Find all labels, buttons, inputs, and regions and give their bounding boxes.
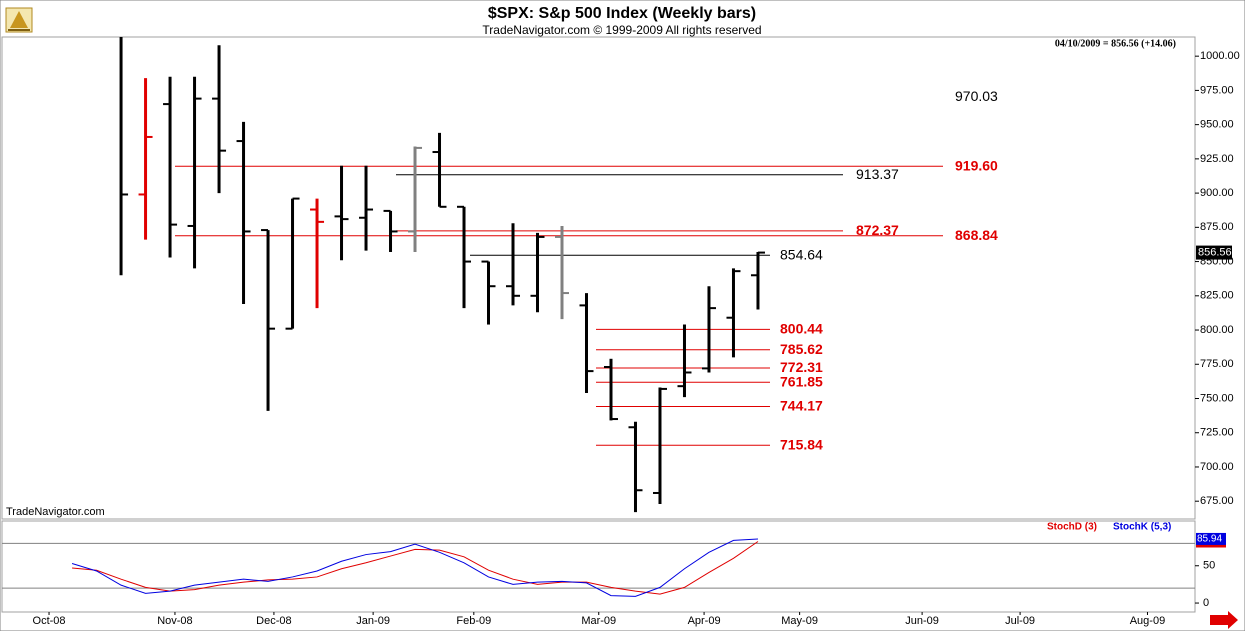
y-tick-label: 950.00 bbox=[1200, 119, 1234, 131]
chart-subtitle: TradeNavigator.com © 1999-2009 All right… bbox=[482, 23, 761, 37]
last-price-label: 856.56 bbox=[1198, 246, 1232, 258]
x-tick-label: Aug-09 bbox=[1130, 615, 1165, 627]
stoch-panel bbox=[1, 520, 1196, 613]
level-label: 913.37 bbox=[856, 166, 899, 182]
x-tick-label: Jun-09 bbox=[905, 615, 939, 627]
price-plot bbox=[119, 37, 943, 513]
y-tick-label: 725.00 bbox=[1200, 427, 1234, 439]
x-tick-label: Jan-09 bbox=[356, 615, 390, 627]
stoch-y-tick-label: 0 bbox=[1203, 597, 1209, 609]
level-label: 715.84 bbox=[780, 436, 823, 452]
y-tick-label: 825.00 bbox=[1200, 290, 1234, 302]
x-tick-label: Jul-09 bbox=[1005, 615, 1035, 627]
stoch-y-tick-label: 50 bbox=[1203, 560, 1215, 572]
x-tick-label: Nov-08 bbox=[157, 615, 192, 627]
y-tick-label: 800.00 bbox=[1200, 324, 1234, 336]
last-price-box bbox=[1196, 245, 1232, 260]
peak-label: 970.03 bbox=[955, 88, 998, 104]
stoch-line bbox=[71, 538, 759, 597]
level-label: 854.64 bbox=[780, 246, 823, 262]
level-label: 772.31 bbox=[780, 359, 823, 375]
stoch-last-label: 85.94 bbox=[1197, 534, 1222, 545]
footer-note: TradeNavigator.com bbox=[6, 506, 105, 518]
price-panel bbox=[1, 36, 1196, 520]
x-tick-label: Dec-08 bbox=[256, 615, 291, 627]
x-tick-label: Oct-08 bbox=[33, 615, 66, 627]
y-tick-label: 700.00 bbox=[1200, 461, 1234, 473]
y-tick-label: 875.00 bbox=[1200, 221, 1234, 233]
chart-title: $SPX: S&p 500 Index (Weekly bars) bbox=[488, 5, 756, 22]
y-tick-label: 675.00 bbox=[1200, 495, 1234, 507]
level-label: 919.60 bbox=[955, 157, 998, 173]
level-label: 868.84 bbox=[955, 227, 998, 243]
level-label: 800.44 bbox=[780, 321, 823, 337]
x-tick-label: Mar-09 bbox=[581, 615, 616, 627]
y-tick-label: 775.00 bbox=[1200, 358, 1234, 370]
y-tick-label: 925.00 bbox=[1200, 153, 1234, 165]
legend-entry: StochK (5,3) bbox=[1113, 522, 1171, 533]
x-tick-label: May-09 bbox=[781, 615, 818, 627]
header-note: 04/10/2009 = 856.56 (+14.06) bbox=[1055, 38, 1176, 49]
legend-entry: StochD (3) bbox=[1047, 522, 1097, 533]
y-tick-label: 900.00 bbox=[1200, 187, 1234, 199]
x-tick-label: Apr-09 bbox=[688, 615, 721, 627]
scroll-arrow[interactable] bbox=[1210, 611, 1238, 629]
logo bbox=[5, 7, 33, 33]
y-tick-label: 750.00 bbox=[1200, 392, 1234, 404]
y-tick-label: 1000.00 bbox=[1200, 50, 1240, 62]
stoch-line bbox=[72, 541, 759, 595]
level-label: 785.62 bbox=[780, 341, 823, 357]
level-label: 872.37 bbox=[856, 222, 899, 238]
level-label: 761.85 bbox=[780, 373, 823, 389]
stoch-last-box bbox=[1196, 532, 1226, 545]
y-tick-label: 975.00 bbox=[1200, 84, 1234, 96]
level-label: 744.17 bbox=[780, 398, 823, 414]
x-tick-label: Feb-09 bbox=[456, 615, 491, 627]
stoch-plot bbox=[2, 538, 1195, 597]
